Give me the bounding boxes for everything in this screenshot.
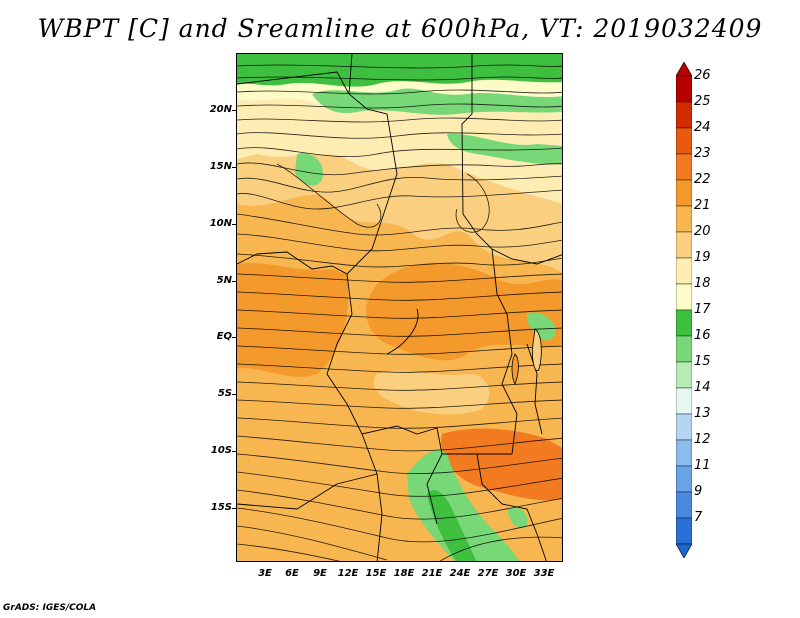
lat-label: 5S (217, 388, 232, 399)
lat-tick (232, 110, 236, 111)
colorbar-box (676, 465, 692, 493)
lat-tick (232, 394, 236, 395)
colorbar-label: 9 (694, 484, 703, 499)
colorbar-label: 15 (694, 354, 711, 369)
colorbar-label: 7 (694, 510, 703, 525)
colorbar-label: 23 (694, 146, 711, 161)
country-borders (237, 54, 562, 561)
colorbar-box (676, 127, 692, 155)
colorbar-label: 20 (694, 224, 711, 239)
colorbar-label: 13 (694, 406, 711, 421)
colorbar-box (676, 205, 692, 233)
lon-label: 24E (449, 568, 471, 579)
colorbar-box (676, 517, 692, 545)
lon-label: 12E (337, 568, 359, 579)
colorbar-label: 18 (694, 276, 711, 291)
colorbar-box (676, 491, 692, 519)
lon-label: 18E (393, 568, 415, 579)
colorbar-box (676, 309, 692, 337)
colorbar-box (676, 75, 692, 103)
credit-text: GrADS: IGES/COLA (3, 603, 97, 613)
colorbar-label: 11 (694, 458, 711, 473)
lat-tick (232, 508, 236, 509)
colorbar-box (676, 153, 692, 181)
lat-label: 5N (216, 275, 232, 286)
lon-label: 27E (477, 568, 499, 579)
lat-tick (232, 281, 236, 282)
colorbar-label: 12 (694, 432, 711, 447)
colorbar-box (676, 387, 692, 415)
lat-tick (232, 337, 236, 338)
lat-label: 10N (209, 218, 232, 229)
lon-label: 6E (285, 568, 299, 579)
lat-label: 10S (210, 445, 232, 456)
colorbar-label: 16 (694, 328, 711, 343)
colorbar-label: 22 (694, 172, 711, 187)
colorbar-top-arrow (676, 62, 692, 77)
lon-label: 9E (313, 568, 327, 579)
lon-label: 3E (258, 568, 272, 579)
lon-label: 15E (365, 568, 387, 579)
lon-label: 21E (421, 568, 443, 579)
lat-label: 15N (209, 161, 232, 172)
colorbar-box (676, 257, 692, 285)
colorbar-label: 19 (694, 250, 711, 265)
streamlines (237, 64, 562, 561)
colorbar-box (676, 439, 692, 467)
colorbar-label: 14 (694, 380, 711, 395)
lat-label: EQ (216, 331, 232, 342)
lat-label: 20N (209, 104, 232, 115)
lat-tick (232, 167, 236, 168)
map-panel (236, 53, 563, 562)
colorbar-box (676, 361, 692, 389)
wbpt-field (237, 54, 562, 561)
colorbar-box (676, 413, 692, 441)
colorbar-box (676, 231, 692, 259)
lat-tick (232, 224, 236, 225)
colorbar-box (676, 101, 692, 129)
colorbar (676, 62, 692, 558)
colorbar-label: 25 (694, 94, 711, 109)
colorbar-box (676, 179, 692, 207)
lat-label: 15S (210, 502, 232, 513)
colorbar-bottom-arrow (676, 543, 692, 558)
colorbar-box (676, 335, 692, 363)
colorbar-label: 26 (694, 68, 711, 83)
lon-label: 33E (533, 568, 555, 579)
colorbar-label: 17 (694, 302, 711, 317)
colorbar-box (676, 283, 692, 311)
colorbar-label: 24 (694, 120, 711, 135)
colorbar-label: 21 (694, 198, 711, 213)
chart-title: WBPT [C] and Sreamline at 600hPa, VT: 20… (37, 14, 763, 43)
lon-label: 30E (505, 568, 527, 579)
lat-tick (232, 451, 236, 452)
